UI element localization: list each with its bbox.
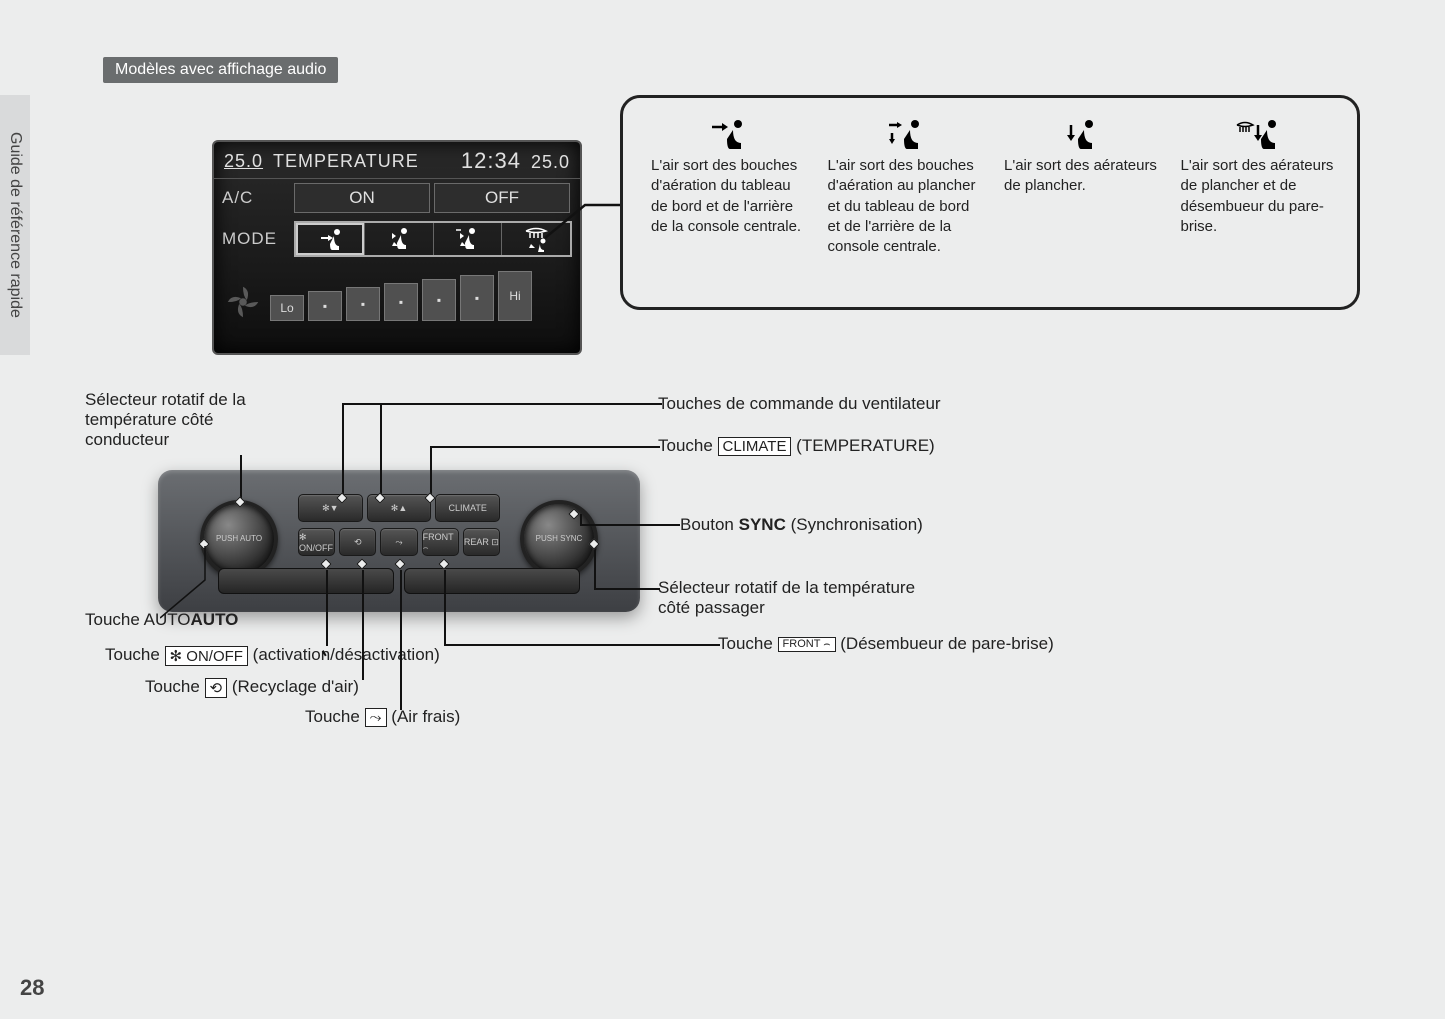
- leader-fresh: [400, 570, 402, 710]
- label-fan-cmd: Touches de commande du ventilateur: [658, 394, 941, 414]
- seat-heat-left[interactable]: [218, 568, 394, 594]
- callout-icon-face-floor: [828, 116, 985, 152]
- temp-left: 25.0: [224, 151, 263, 172]
- leader-defrost-v: [444, 570, 446, 644]
- leader-recirc: [362, 570, 364, 680]
- callout-text-3: L'air sort des aérateurs de plancher.: [1004, 156, 1161, 197]
- mode-label: MODE: [222, 229, 292, 249]
- leader-climate-h: [430, 446, 660, 448]
- callout-icon-face: [651, 116, 808, 152]
- fan-bar-2[interactable]: ▪: [346, 287, 380, 321]
- fan-bar-4[interactable]: ▪: [422, 279, 456, 321]
- leader-fan-v2: [380, 403, 382, 495]
- label-fresh: Touche ⤳ (Air frais): [305, 707, 460, 727]
- fan-row: Lo ▪ ▪ ▪ ▪ ▪ Hi: [214, 261, 580, 327]
- recirc-button[interactable]: ⟲: [339, 528, 376, 556]
- leader-fan-v1: [342, 403, 344, 495]
- leader-fan-h: [342, 403, 662, 405]
- fan-lo[interactable]: Lo: [270, 295, 304, 321]
- callout-col-1: L'air sort des bouches d'aération du tab…: [651, 116, 808, 297]
- climate-display: 25.0 TEMPERATURE 12:34 25.0 A/C ON OFF M…: [212, 140, 582, 355]
- fan-icon: [224, 283, 262, 321]
- fan-bar-3[interactable]: ▪: [384, 283, 418, 321]
- seat-heat-row: [218, 568, 580, 594]
- leader-climate-v: [430, 446, 432, 496]
- label-sync: Bouton SYNC (Synchronisation): [680, 515, 923, 535]
- ac-label: A/C: [222, 188, 292, 208]
- label-recirc: Touche ⟲ (Recyclage d'air): [145, 677, 359, 698]
- mode-face-icon[interactable]: [296, 223, 365, 255]
- callout-icon-defrost-floor: [1181, 116, 1338, 152]
- callout-connector: [540, 200, 630, 260]
- label-defrost: Touche FRONT ⌢ (Désembueur de pare-brise…: [718, 634, 1054, 654]
- callout-col-4: L'air sort des aérateurs de plancher et …: [1181, 116, 1338, 297]
- onoff-button[interactable]: ✻ ON/OFF: [298, 528, 335, 556]
- passenger-temp-dial[interactable]: PUSH SYNC: [520, 500, 598, 578]
- panel-bot-row: ✻ ON/OFF ⟲ ⤳ FRONT ⌢ REAR ⊡: [298, 528, 500, 556]
- side-tab-text: Guide de référence rapide: [6, 132, 24, 318]
- callout-icon-floor: [1004, 116, 1161, 152]
- seat-heat-right[interactable]: [404, 568, 580, 594]
- fan-down-button[interactable]: ✻▼: [298, 494, 363, 522]
- display-title: TEMPERATURE: [273, 151, 419, 172]
- leader-auto: [160, 540, 220, 620]
- mode-floor-icon[interactable]: [434, 223, 503, 255]
- rear-defrost-button[interactable]: REAR ⊡: [463, 528, 500, 556]
- panel-top-row: ✻▼ ✻▲ CLIMATE: [298, 494, 500, 522]
- label-driver-dial: Sélecteur rotatif de la température côté…: [85, 390, 265, 450]
- label-climate: Touche CLIMATE (TEMPERATURE): [658, 436, 935, 456]
- ac-row: A/C ON OFF: [214, 179, 580, 217]
- label-pass-dial: Sélecteur rotatif de la température côté…: [658, 578, 918, 618]
- header-badge: Modèles avec affichage audio: [103, 57, 338, 83]
- callout-text-1: L'air sort des bouches d'aération du tab…: [651, 156, 808, 237]
- callout-col-3: L'air sort des aérateurs de plancher.: [1004, 116, 1161, 297]
- temp-right: 25.0: [531, 152, 570, 173]
- leader-pass-h: [594, 588, 660, 590]
- ac-on-button[interactable]: ON: [294, 183, 430, 213]
- leader-onoff: [326, 570, 328, 646]
- leader-driver-dial-v: [240, 455, 242, 500]
- front-defrost-button[interactable]: FRONT ⌢: [422, 528, 459, 556]
- leader-defrost-h: [444, 644, 720, 646]
- fan-bar-5[interactable]: ▪: [460, 275, 494, 321]
- display-clock: 12:34: [461, 148, 521, 174]
- label-onoff: Touche ✻ ON/OFF (activation/désactivatio…: [105, 645, 440, 666]
- leader-sync-h: [580, 524, 680, 526]
- climate-panel: PUSH AUTO PUSH SYNC ✻▼ ✻▲ CLIMATE ✻ ON/O…: [158, 470, 640, 612]
- mode-row: MODE: [214, 217, 580, 261]
- callout-text-4: L'air sort des aérateurs de plancher et …: [1181, 156, 1338, 237]
- mode-callout-box: L'air sort des bouches d'aération du tab…: [620, 95, 1360, 310]
- leader-pass-v: [594, 548, 596, 588]
- leader-sync-v: [580, 514, 582, 524]
- callout-text-2: L'air sort des bouches d'aération au pla…: [828, 156, 985, 257]
- side-tab: Guide de référence rapide: [0, 95, 30, 355]
- callout-col-2: L'air sort des bouches d'aération au pla…: [828, 116, 985, 297]
- display-top-row: 25.0 TEMPERATURE 12:34 25.0: [214, 142, 580, 179]
- mode-face-floor-icon[interactable]: [365, 223, 434, 255]
- page-number: 28: [20, 975, 44, 1001]
- climate-button[interactable]: CLIMATE: [435, 494, 500, 522]
- fan-bar-1[interactable]: ▪: [308, 291, 342, 321]
- fresh-air-button[interactable]: ⤳: [380, 528, 417, 556]
- fan-hi[interactable]: Hi: [498, 271, 532, 321]
